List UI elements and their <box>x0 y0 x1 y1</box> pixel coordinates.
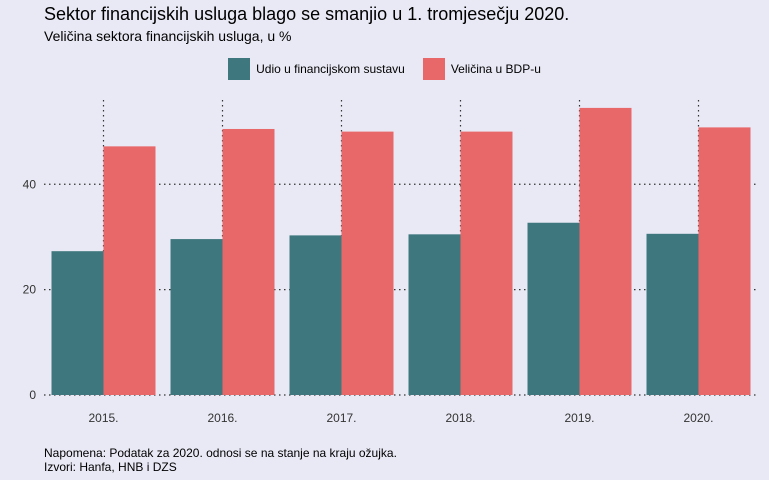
bar-series2 <box>460 131 513 395</box>
y-tick-label: 20 <box>23 283 37 297</box>
bar-series2 <box>579 107 632 395</box>
bar-series1 <box>527 222 580 395</box>
legend-item-series1: Udio u financijskom sustavu <box>228 58 405 80</box>
y-tick-label: 40 <box>23 177 37 191</box>
x-tick-label: 2019. <box>564 411 594 425</box>
bar-series1 <box>289 235 342 395</box>
footnote-note: Napomena: Podatak za 2020. odnosi se na … <box>44 446 397 460</box>
y-tick-label: 0 <box>29 388 36 402</box>
bar-series2 <box>103 146 156 395</box>
legend-swatch-series2 <box>422 58 445 80</box>
footnote-source: Izvori: Hanfa, HNB i DZS <box>44 460 177 474</box>
chart-subtitle: Veličina sektora financijskih usluga, u … <box>44 28 292 44</box>
footnote: Napomena: Podatak za 2020. odnosi se na … <box>44 446 397 474</box>
x-tick-label: 2018. <box>445 411 475 425</box>
bar-series2 <box>222 128 275 396</box>
x-tick-label: 2020. <box>683 411 713 425</box>
legend: Udio u financijskom sustavu Veličina u B… <box>0 58 769 80</box>
legend-swatch-series1 <box>228 58 251 80</box>
bar-series1 <box>51 251 104 395</box>
bar-series1 <box>646 233 699 395</box>
legend-item-series2: Veličina u BDP-u <box>422 58 541 80</box>
chart-title: Sektor financijskih usluga blago se sman… <box>44 4 570 24</box>
bar-series2 <box>698 127 751 396</box>
legend-label-series1: Udio u financijskom sustavu <box>256 62 405 76</box>
bar-series1 <box>170 239 223 395</box>
x-tick-label: 2017. <box>326 411 356 425</box>
x-tick-label: 2015. <box>88 411 118 425</box>
bar-series1 <box>408 234 461 395</box>
bar-series2 <box>341 131 394 395</box>
legend-label-series2: Veličina u BDP-u <box>450 62 541 76</box>
x-tick-label: 2016. <box>207 411 237 425</box>
